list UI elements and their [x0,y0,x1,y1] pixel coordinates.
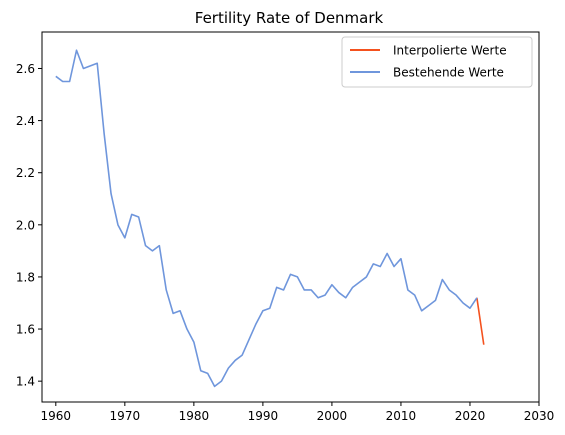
x-tick-label: 2010 [386,409,417,423]
x-tick-label: 2020 [455,409,486,423]
plot-frame [41,31,540,403]
x-tick-label: 1960 [41,409,72,423]
y-tick-label: 1.4 [16,375,35,389]
series-line-existing [55,49,478,388]
legend-box [341,36,533,88]
x-tick-label: 2030 [524,409,555,423]
x-tick-label: 1970 [110,409,141,423]
x-tick-label: 1990 [248,409,279,423]
x-tick-label: 1980 [179,409,210,423]
y-tick-label: 2.4 [16,114,35,128]
legend-label-existing: Bestehende Werte [393,66,504,80]
plot-lines [55,49,485,388]
y-tick-label: 1.8 [16,270,35,284]
legend-label-interpolated: Interpolierte Werte [393,44,507,58]
y-tick-label: 2.6 [16,62,35,76]
legend: Interpolierte Werte Bestehende Werte [341,36,533,88]
series-line-interpolated [476,297,485,345]
x-tick-label: 2000 [317,409,348,423]
y-tick-label: 2.2 [16,166,35,180]
chart-title: Fertility Rate of Denmark [195,9,384,27]
y-axis: 1.4 1.6 1.8 2.0 2.2 2.4 2.6 [16,62,42,389]
x-axis: 1960 1970 1980 1990 2000 2010 2020 2030 [41,402,555,423]
y-tick-label: 2.0 [16,218,35,232]
y-tick-label: 1.6 [16,323,35,337]
